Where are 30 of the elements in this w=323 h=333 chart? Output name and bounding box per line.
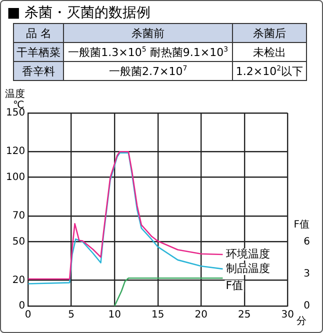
y-tick-label: 120 — [6, 146, 26, 158]
x-tick-label: 5 — [68, 310, 75, 321]
y-tick-label: 100 — [6, 172, 26, 183]
text: 1.2×10$^{2}$以下 — [232, 62, 306, 80]
y-tick-label: 70 — [12, 210, 26, 222]
text: 一般菌2.7×10$^{7}$ — [64, 62, 233, 80]
x-tick-label: 25 — [238, 310, 251, 321]
x-axis-title: 分 — [296, 315, 307, 327]
chart-title: ■ 杀菌・灭菌的数据例 — [7, 4, 151, 22]
y2-tick-label: 0 — [304, 300, 310, 312]
x-tick-label: 10 — [108, 310, 121, 321]
series-label: 环境温度 — [226, 247, 270, 260]
text: 未检出 — [232, 42, 306, 62]
y-tick-label: 20 — [12, 274, 26, 286]
text: 香辛料 — [14, 62, 64, 80]
y2-axis-title: F值 — [294, 220, 310, 231]
y-tick-label: 50 — [12, 236, 26, 248]
text: 干羊栖菜 — [14, 42, 64, 62]
series-label: F值 — [226, 278, 244, 292]
x-tick-label: 30 — [281, 310, 294, 321]
text: 杀菌后 — [232, 24, 306, 42]
series-label: 制品温度 — [226, 262, 270, 275]
text: 杀菌前 — [64, 24, 233, 42]
y2-tick-label: 6 — [304, 236, 310, 248]
y2-tick-label: 3 — [304, 268, 310, 280]
x-tick-label: 15 — [151, 310, 164, 321]
text: 一般菌1.3×10$^{5}$ 耐热菌9.1×10$^{3}$ — [64, 42, 233, 62]
text: 品 名 — [14, 24, 64, 42]
x-tick-label: 20 — [194, 310, 208, 321]
y-tick-label: 0 — [18, 300, 26, 312]
